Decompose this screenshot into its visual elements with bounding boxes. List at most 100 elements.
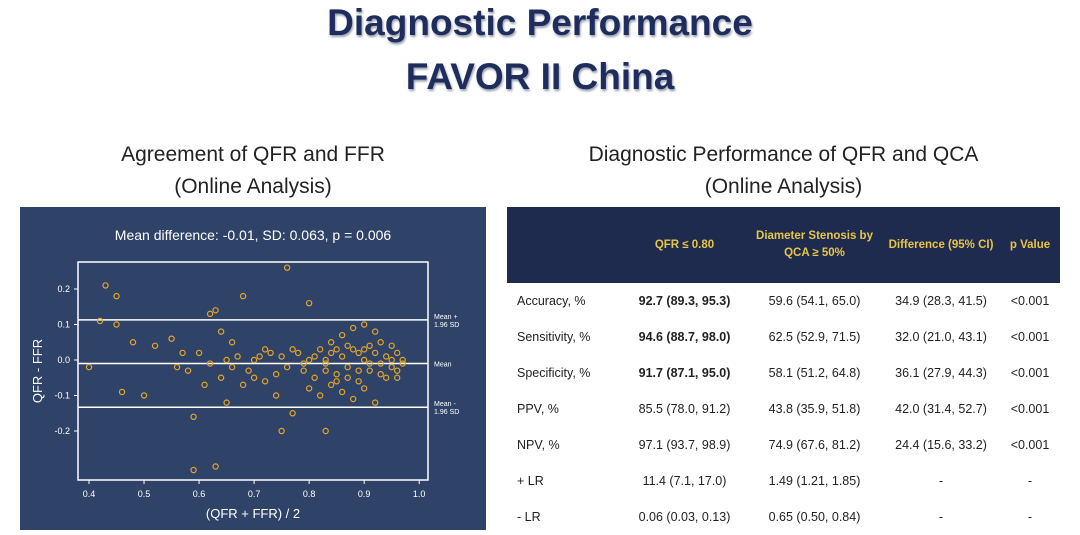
table-cell: 58.1 (51.2, 64.8) <box>768 366 861 380</box>
table-row: Sensitivity, % 94.6 (88.7, 98.0) 62.5 (52.… <box>507 319 1060 355</box>
table-cell: 36.1 (27.9, 44.3) <box>895 366 987 380</box>
point <box>184 367 192 374</box>
table-row: - LR 0.06 (0.03, 0.13) 0.65 (0.50, 0.84) - - <box>507 499 1060 535</box>
table-title-line: (Online Analysis) <box>704 175 863 198</box>
table-cell: <0.001 <box>1010 402 1050 416</box>
column-header: p Value <box>1000 207 1060 283</box>
table-cell: 59.6 (54.1, 65.0) <box>768 294 861 308</box>
point <box>388 363 395 371</box>
table-cell: 24.4 (15.6, 33.2) <box>895 438 987 452</box>
table-title-line: Diagnostic Performance of QFR and QCA <box>588 143 979 166</box>
point <box>344 374 351 381</box>
x-axis-label: (QFR + FFR) / 2 <box>206 506 300 521</box>
point <box>228 339 236 346</box>
x-tick-label: 0.5 <box>138 489 151 499</box>
table-cell: 32.0 (21.0, 43.1) <box>895 330 987 344</box>
point <box>382 353 390 360</box>
point <box>113 321 120 328</box>
point <box>371 349 379 357</box>
table-cell: 94.6 (88.7, 98.0) <box>638 330 731 344</box>
slide-title: Diagnostic Performance <box>327 2 753 43</box>
point <box>322 427 329 435</box>
table-cell: 11.4 (7.1, 17.0) <box>642 474 727 488</box>
point <box>289 410 296 417</box>
point <box>349 395 357 403</box>
point <box>118 388 126 396</box>
point <box>102 282 109 289</box>
column-header: Diameter Stenosis by QCA ≥ 50% <box>747 207 882 283</box>
table-cell: 74.9 (67.6, 81.2) <box>768 438 861 452</box>
point <box>294 349 302 357</box>
point <box>140 392 148 399</box>
point <box>179 349 186 357</box>
point <box>168 335 175 342</box>
point <box>355 378 362 385</box>
point <box>278 353 285 360</box>
point <box>85 363 93 371</box>
plot-frame <box>77 261 429 481</box>
point <box>393 349 401 357</box>
point <box>190 413 197 421</box>
table-row: NPV, % 97.1 (93.7, 98.9) 74.9 (67.6, 81.2)… <box>507 427 1060 463</box>
point <box>289 346 296 353</box>
point <box>195 349 203 357</box>
point <box>371 328 379 335</box>
point <box>212 307 219 314</box>
annotation: Mean difference: -0.01, SD: 0.063, p = 0… <box>115 227 392 243</box>
point <box>344 342 351 349</box>
reference-label: Mean + <box>434 314 458 321</box>
point <box>360 356 368 364</box>
table-cell: 62.5 (52.9, 71.5) <box>768 330 861 344</box>
point <box>261 378 269 385</box>
table-cell: 42.0 (31.4, 52.7) <box>895 402 987 416</box>
point <box>360 385 368 392</box>
point <box>190 466 197 474</box>
column-header: QFR ≤ 0.80 <box>622 207 747 283</box>
point <box>300 360 307 367</box>
point <box>377 370 384 378</box>
point <box>366 367 373 374</box>
y-axis-label: QFR - FFR <box>30 339 45 403</box>
point <box>228 363 236 371</box>
table-cell: <0.001 <box>1010 366 1050 380</box>
point <box>393 367 401 374</box>
point <box>206 310 214 318</box>
table-cell: - LR <box>517 510 541 524</box>
point <box>217 374 225 381</box>
point <box>223 399 230 406</box>
table-cell: 0.65 (0.50, 0.84) <box>768 510 861 524</box>
point <box>327 339 335 346</box>
x-tick-label: 0.7 <box>248 489 261 499</box>
point <box>388 342 395 349</box>
point <box>278 427 285 435</box>
reference-label: Mean - <box>434 401 456 408</box>
point <box>349 324 357 332</box>
table-cell: Specificity, % <box>517 366 591 380</box>
table-cell: 34.9 (28.3, 41.5) <box>895 294 987 308</box>
point <box>355 349 362 357</box>
point <box>360 321 368 328</box>
point <box>113 292 120 300</box>
table-cell: - <box>1027 474 1033 488</box>
point <box>223 356 230 364</box>
column-header <box>507 207 622 283</box>
point <box>206 360 214 367</box>
table-row: Specificity, % 91.7 (87.1, 95.0) 58.1 (51.… <box>507 355 1060 391</box>
point <box>267 349 274 357</box>
table-cell: <0.001 <box>1010 438 1050 452</box>
reference-label: Mean <box>434 362 452 369</box>
slide-title: FAVOR II China <box>405 56 675 97</box>
chart-title-line: Agreement of QFR and FFR <box>121 143 385 166</box>
table-cell: 91.7 (87.1, 95.0) <box>638 366 731 380</box>
point <box>245 367 252 374</box>
point <box>283 363 291 371</box>
point <box>234 353 241 360</box>
x-tick-label: 1.0 <box>413 489 426 499</box>
point <box>305 299 313 307</box>
point <box>338 331 346 339</box>
table-cell: Accuracy, % <box>517 294 586 308</box>
table-cell: - <box>938 510 944 524</box>
point <box>377 360 384 367</box>
point <box>322 356 329 364</box>
point <box>272 392 280 399</box>
